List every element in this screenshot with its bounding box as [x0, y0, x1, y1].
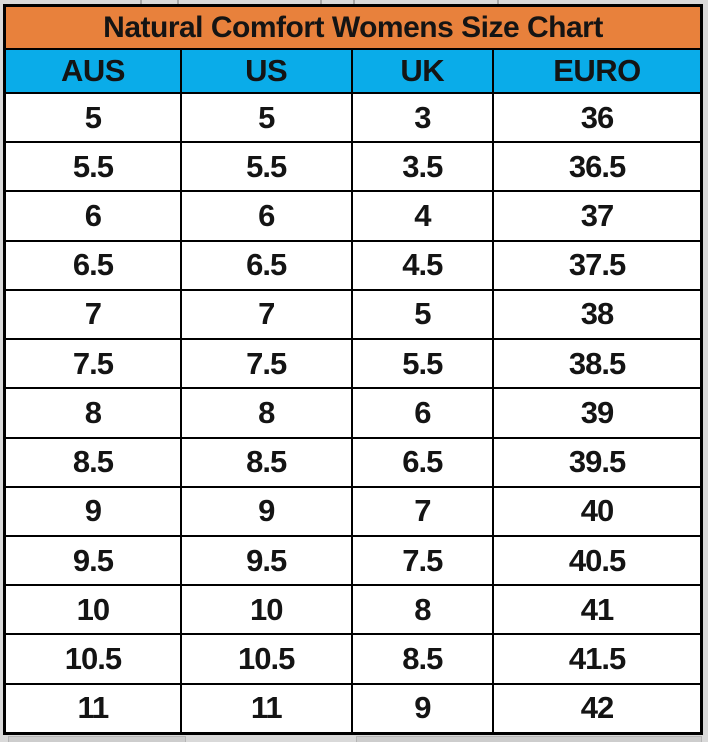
column-header-row: AUS US UK EURO: [3, 48, 703, 94]
size-cell-us: 11: [179, 682, 353, 735]
size-cell-us: 5: [179, 91, 353, 144]
size-cell-us: 7: [179, 288, 353, 341]
bottom-cell-shadow: [8, 736, 186, 742]
size-cell-us: 10: [179, 584, 353, 636]
table-row: 6 6 4 37: [3, 190, 703, 242]
size-cell-uk: 3.5: [350, 141, 495, 193]
size-cell-euro: 37: [492, 190, 703, 242]
size-cell-euro: 38: [492, 288, 703, 341]
size-cell-uk: 7.5: [350, 534, 495, 587]
size-cell-euro: 36: [492, 91, 703, 144]
column-header-uk: UK: [350, 48, 495, 94]
size-cell-aus: 6.5: [3, 239, 182, 291]
size-cell-aus: 5.5: [3, 141, 182, 193]
size-cell-aus: 11: [3, 682, 182, 735]
table-body: 5 5 3 36 5.5 5.5 3.5 36.5 6 6 4 37 6.5 6.5 4.5 37.5 7 7 5 3…: [3, 91, 703, 735]
gridline-stub: [320, 0, 322, 4]
size-cell-us: 10.5: [179, 633, 353, 685]
size-cell-uk: 8.5: [350, 633, 495, 685]
size-cell-us: 9.5: [179, 534, 353, 587]
gridline-stub: [497, 0, 499, 4]
size-cell-euro: 41.5: [492, 633, 703, 685]
size-cell-uk: 5.5: [350, 338, 495, 390]
size-cell-aus: 10.5: [3, 633, 182, 685]
size-cell-us: 9: [179, 485, 353, 537]
size-cell-aus: 8.5: [3, 436, 182, 488]
size-cell-euro: 42: [492, 682, 703, 735]
table-row: 7 7 5 38: [3, 288, 703, 341]
table-row: 5.5 5.5 3.5 36.5: [3, 141, 703, 193]
size-cell-euro: 37.5: [492, 239, 703, 291]
size-cell-euro: 39.5: [492, 436, 703, 488]
size-cell-euro: 38.5: [492, 338, 703, 390]
table-row: 10 10 8 41: [3, 584, 703, 636]
size-cell-aus: 7: [3, 288, 182, 341]
size-cell-uk: 6: [350, 387, 495, 439]
table-row: 6.5 6.5 4.5 37.5: [3, 239, 703, 291]
page-title: Natural Comfort Womens Size Chart: [3, 4, 703, 50]
size-cell-uk: 9: [350, 682, 495, 735]
size-cell-uk: 5: [350, 288, 495, 341]
gridline-stub: [353, 0, 355, 4]
table-row: 8.5 8.5 6.5 39.5: [3, 436, 703, 488]
size-cell-uk: 6.5: [350, 436, 495, 488]
size-cell-us: 8: [179, 387, 353, 439]
size-cell-aus: 7.5: [3, 338, 182, 390]
table-row: 11 11 9 42: [3, 682, 703, 735]
size-cell-uk: 4.5: [350, 239, 495, 291]
table-row: 9 9 7 40: [3, 485, 703, 537]
column-header-us: US: [179, 48, 353, 94]
bottom-cell-shadow: [356, 736, 702, 742]
size-cell-us: 5.5: [179, 141, 353, 193]
table-row: 10.5 10.5 8.5 41.5: [3, 633, 703, 685]
size-cell-us: 7.5: [179, 338, 353, 390]
size-cell-aus: 8: [3, 387, 182, 439]
size-cell-aus: 5: [3, 91, 182, 144]
table-row: 5 5 3 36: [3, 91, 703, 144]
size-cell-euro: 40: [492, 485, 703, 537]
size-cell-euro: 40.5: [492, 534, 703, 587]
size-cell-us: 6: [179, 190, 353, 242]
size-cell-uk: 4: [350, 190, 495, 242]
size-cell-euro: 36.5: [492, 141, 703, 193]
column-header-euro: EURO: [492, 48, 703, 94]
size-cell-aus: 9: [3, 485, 182, 537]
size-cell-us: 8.5: [179, 436, 353, 488]
size-cell-aus: 10: [3, 584, 182, 636]
size-chart-table: Natural Comfort Womens Size Chart AUS US U…: [3, 4, 703, 735]
size-cell-aus: 9.5: [3, 534, 182, 587]
size-cell-euro: 39: [492, 387, 703, 439]
table-row: 9.5 9.5 7.5 40.5: [3, 534, 703, 587]
size-cell-uk: 3: [350, 91, 495, 144]
title-row: Natural Comfort Womens Size Chart: [3, 4, 703, 50]
size-cell-us: 6.5: [179, 239, 353, 291]
gridline-stub: [140, 0, 142, 4]
table-row: 8 8 6 39: [3, 387, 703, 439]
size-cell-aus: 6: [3, 190, 182, 242]
gridline-stub: [177, 0, 179, 4]
size-cell-uk: 7: [350, 485, 495, 537]
size-cell-uk: 8: [350, 584, 495, 636]
size-cell-euro: 41: [492, 584, 703, 636]
table-row: 7.5 7.5 5.5 38.5: [3, 338, 703, 390]
column-header-aus: AUS: [3, 48, 182, 94]
